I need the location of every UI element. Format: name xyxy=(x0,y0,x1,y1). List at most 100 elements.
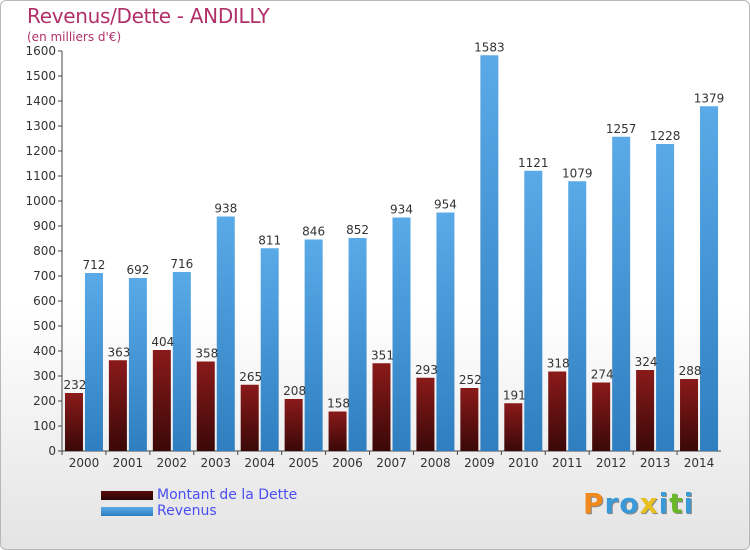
logo-letter: i xyxy=(683,487,695,520)
bar-dette xyxy=(636,370,655,451)
data-label-dette: 293 xyxy=(415,363,438,377)
x-tick-label: 2000 xyxy=(69,456,100,470)
bar-dette xyxy=(328,411,347,451)
bar-revenus xyxy=(480,55,499,451)
data-label-dette: 208 xyxy=(283,384,306,398)
data-labels: 232 712 363 692 404 716 358 938 265 811 208 846 158 8… xyxy=(64,40,725,410)
y-tick-label: 1500 xyxy=(25,69,56,83)
bar-dette xyxy=(372,363,391,451)
bar-dette xyxy=(196,361,215,451)
y-tick-label: 100 xyxy=(33,419,56,433)
legend-item-revenus: Revenus xyxy=(101,503,297,519)
x-tick-label: 2008 xyxy=(420,456,451,470)
x-tick-label: 2012 xyxy=(596,456,627,470)
legend-label-dette: Montant de la Dette xyxy=(157,487,298,503)
bar-revenus xyxy=(348,238,367,451)
y-tick-label: 300 xyxy=(33,369,56,383)
bar-dette xyxy=(152,350,171,451)
data-label-dette: 363 xyxy=(107,345,130,359)
data-label-dette: 351 xyxy=(371,348,394,362)
data-label-revenus: 938 xyxy=(214,202,237,216)
y-tick-label: 900 xyxy=(33,219,56,233)
data-label-revenus: 1583 xyxy=(474,40,505,54)
data-label-dette: 252 xyxy=(459,373,482,387)
logo-letter: r xyxy=(604,487,620,520)
bar-revenus xyxy=(612,136,631,451)
x-tick-label: 2003 xyxy=(200,456,231,470)
bar-dette xyxy=(548,371,567,451)
data-label-revenus: 1079 xyxy=(562,166,593,180)
bar-revenus xyxy=(392,217,411,451)
data-label-revenus: 811 xyxy=(258,233,281,247)
logo-letter: t xyxy=(669,487,684,520)
x-tick-label: 2005 xyxy=(288,456,319,470)
x-tick-label: 2001 xyxy=(113,456,144,470)
data-label-revenus: 712 xyxy=(83,258,106,272)
x-tick-label: 2006 xyxy=(332,456,363,470)
y-tick-label: 800 xyxy=(33,244,56,258)
bar-dette xyxy=(592,382,611,451)
bar-revenus xyxy=(84,273,103,451)
data-label-dette: 274 xyxy=(591,368,614,382)
data-label-dette: 191 xyxy=(503,388,526,402)
x-tick-label: 2004 xyxy=(244,456,275,470)
y-tick-label: 1200 xyxy=(25,144,56,158)
chart-title: Revenus/Dette - ANDILLY xyxy=(27,4,270,28)
bar-revenus xyxy=(568,181,587,451)
data-label-revenus: 692 xyxy=(126,263,149,277)
bar-dette xyxy=(504,403,523,451)
bar-revenus xyxy=(172,272,191,451)
legend-label-revenus: Revenus xyxy=(157,503,217,519)
data-label-revenus: 1228 xyxy=(650,129,681,143)
data-label-dette: 358 xyxy=(195,347,218,361)
legend-swatch-revenus xyxy=(101,506,153,516)
y-tick-label: 200 xyxy=(33,394,56,408)
bar-revenus xyxy=(656,144,675,451)
bar-dette xyxy=(64,393,83,451)
legend-item-dette: Montant de la Dette xyxy=(101,487,297,503)
y-tick-label: 1600 xyxy=(25,44,56,58)
data-label-revenus: 934 xyxy=(390,203,413,217)
data-label-dette: 288 xyxy=(679,364,702,378)
x-tick-label: 2007 xyxy=(376,456,407,470)
x-tick-label: 2002 xyxy=(157,456,188,470)
bars xyxy=(64,55,719,451)
bar-dette xyxy=(284,399,303,451)
bar-dette xyxy=(240,384,259,451)
data-label-dette: 404 xyxy=(151,335,174,349)
bar-revenus xyxy=(436,212,455,451)
data-label-dette: 324 xyxy=(635,355,658,369)
bar-revenus xyxy=(260,248,279,451)
bar-revenus xyxy=(128,278,147,451)
bar-revenus xyxy=(524,170,543,451)
y-tick-label: 700 xyxy=(33,269,56,283)
data-label-revenus: 852 xyxy=(346,223,369,237)
logo-letter: i xyxy=(658,487,670,520)
y-tick-label: 1100 xyxy=(25,169,56,183)
bar-revenus xyxy=(700,106,719,451)
x-axis: 2000 2001 2002 2003 2004 2005 2006 2007 2008 2009… xyxy=(61,450,721,470)
bar-dette xyxy=(416,377,435,451)
chart-subtitle: (en milliers d'€) xyxy=(27,30,122,44)
y-tick-label: 400 xyxy=(33,344,56,358)
bar-dette xyxy=(108,360,127,451)
logo-letter: x xyxy=(639,487,659,520)
data-label-dette: 318 xyxy=(547,357,570,371)
data-label-revenus: 954 xyxy=(434,198,457,212)
bar-revenus xyxy=(304,239,323,451)
data-label-dette: 232 xyxy=(64,378,87,392)
y-tick-label: 1400 xyxy=(25,94,56,108)
data-label-dette: 265 xyxy=(239,370,262,384)
data-label-revenus: 1257 xyxy=(606,122,637,136)
y-tick-label: 500 xyxy=(33,319,56,333)
y-tick-label: 1000 xyxy=(25,194,56,208)
data-label-revenus: 846 xyxy=(302,225,325,239)
bar-dette xyxy=(460,388,479,451)
x-tick-label: 2013 xyxy=(640,456,671,470)
logo-letter: o xyxy=(619,487,640,520)
bar-dette xyxy=(680,379,699,451)
y-tick-label: 600 xyxy=(33,294,56,308)
logo-letter: P xyxy=(583,487,605,520)
data-label-revenus: 716 xyxy=(170,257,193,271)
